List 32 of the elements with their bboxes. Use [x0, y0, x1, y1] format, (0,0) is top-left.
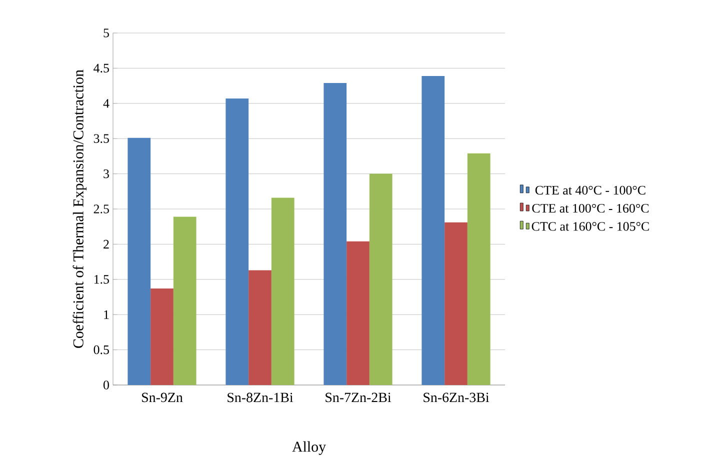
bar	[271, 198, 294, 385]
x-tick-label: Sn-9Zn	[142, 392, 183, 402]
y-tick-label: 0.5	[94, 345, 109, 354]
y-tick-label: 3.5	[94, 134, 109, 143]
y-tick-label: 0	[104, 380, 109, 390]
bar	[226, 98, 249, 385]
bar	[369, 174, 392, 385]
y-tick-label: 4	[103, 99, 110, 108]
bar	[248, 270, 272, 385]
bar	[324, 82, 347, 385]
bar	[346, 241, 370, 385]
x-tick-label: Sn-7Zn-2Bi	[326, 392, 392, 402]
y-tick-label: 1	[104, 310, 109, 319]
bar	[422, 76, 445, 385]
x-axis-title: Alloy	[292, 441, 326, 455]
bar	[444, 222, 468, 385]
y-tick-label: 3	[104, 169, 109, 178]
legend-label: CTE at 40°C - 100°C	[535, 186, 646, 195]
x-tick-label: Sn-8Zn-1Bi	[228, 392, 294, 402]
y-tick-label: 2.5	[94, 204, 109, 214]
bar	[173, 216, 196, 385]
bar	[467, 153, 490, 385]
y-tick-label: 1.5	[94, 275, 109, 284]
bar	[150, 288, 174, 385]
legend-label: CTC at 160°C - 105°C	[532, 222, 649, 231]
y-axis-title: Coefficient of Thermal Expansion/Contraction	[72, 70, 86, 348]
legend-label: CTE at 100°C - 160°C	[532, 204, 649, 213]
y-tick-label: 5	[104, 28, 109, 38]
x-tick-label: Sn-6Zn-3Bi	[424, 392, 490, 402]
bar	[128, 138, 151, 385]
y-tick-label: 2	[104, 240, 109, 248]
y-tick-label: 4.5	[94, 64, 109, 73]
